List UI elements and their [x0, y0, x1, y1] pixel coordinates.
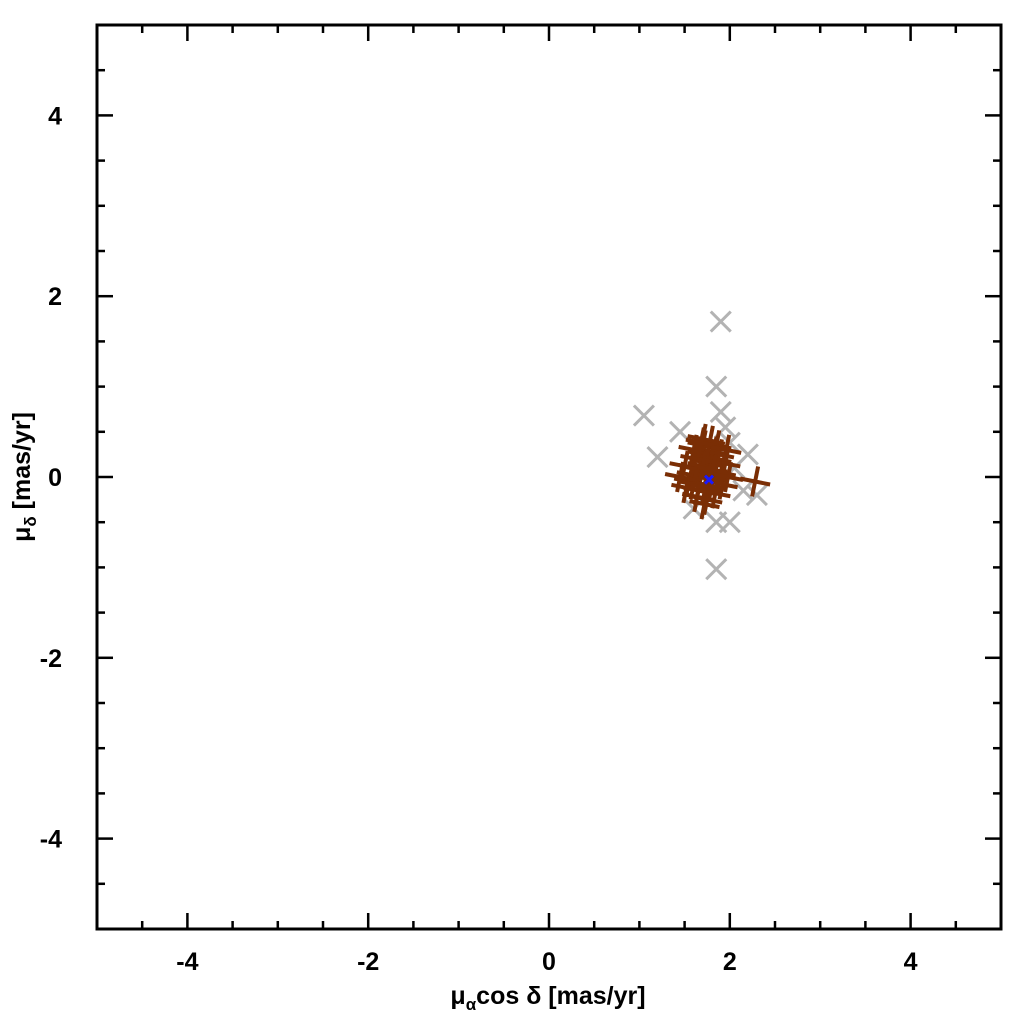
x-label-part: cos δ [mas/yr] [476, 982, 645, 1010]
point [646, 446, 669, 469]
point [739, 466, 771, 497]
point [705, 375, 728, 398]
y-tick-label: 4 [48, 102, 62, 130]
x-tick-label: 2 [723, 948, 737, 976]
point [709, 400, 732, 423]
y-tick-label: -2 [40, 645, 62, 673]
y-label-part: μ [8, 527, 36, 542]
y-tick-label: 0 [48, 464, 62, 492]
point [709, 310, 732, 333]
point [685, 427, 717, 459]
y-axis-label: μδ [mas/yr] [8, 412, 40, 542]
x-label-part: μ [450, 982, 465, 1010]
x-label-part: α [466, 995, 477, 1014]
plot-frame [95, 23, 1003, 931]
x-tick-label: -2 [357, 948, 379, 976]
y-label-part: [mas/yr] [8, 412, 36, 516]
y-tick-label: -4 [40, 826, 62, 854]
point [745, 484, 768, 507]
y-tick-label: 2 [48, 283, 62, 311]
point [712, 461, 744, 493]
point [710, 434, 742, 466]
point [703, 474, 715, 485]
x-tick-label: 0 [542, 948, 556, 976]
y-label-part: δ [21, 516, 40, 526]
point [705, 558, 728, 581]
point [632, 404, 655, 427]
x-axis-label: μαcos δ [mas/yr] [450, 982, 645, 1014]
point [718, 511, 741, 534]
x-tick-label: 4 [904, 948, 918, 976]
x-tick-label: -4 [176, 948, 198, 976]
point [732, 479, 755, 502]
point [664, 461, 696, 493]
